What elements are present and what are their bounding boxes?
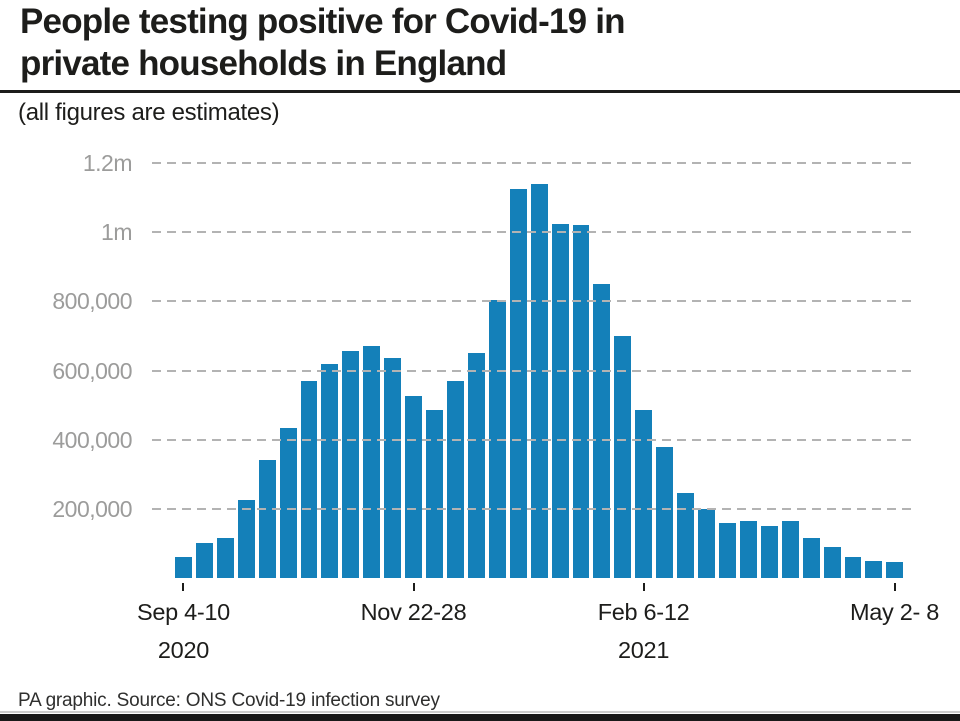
y-axis-label-600,000: 600,000 [52, 357, 132, 384]
bar-week-2 [195, 543, 213, 578]
bar-week-9 [342, 351, 360, 578]
bar-week-8 [321, 364, 339, 578]
y-axis-label-1.2m: 1.2m [82, 150, 133, 176]
title-divider-line [0, 90, 960, 93]
bar-week-24 [656, 447, 674, 578]
x-axis-tick-Nov-22-28 [412, 583, 415, 591]
bar-week-17 [509, 189, 527, 578]
bar-week-33 [844, 557, 862, 578]
chart-title: People testing positive for Covid-19 in … [20, 1, 626, 85]
bar-week-12 [405, 396, 423, 578]
bar-week-22 [614, 336, 632, 578]
x-axis-tick-Feb-6-12 [642, 583, 645, 591]
bar-week-18 [530, 184, 548, 578]
bar-week-23 [635, 410, 653, 578]
chart-title-line2: private households in England [20, 44, 507, 83]
y-axis-label-400,000: 400,000 [52, 426, 132, 453]
bar-week-28 [739, 521, 757, 578]
x-axis-sublabel-2021: 2021 [618, 637, 670, 663]
gridline-200,000 [152, 507, 912, 510]
bar-week-1 [175, 557, 192, 578]
bar-week-20 [572, 225, 590, 578]
bar-week-25 [677, 493, 695, 578]
source-credit: PA graphic. Source: ONS Covid-19 infecti… [18, 690, 440, 711]
bar-week-11 [384, 358, 402, 578]
y-axis-label-200,000: 200,000 [52, 495, 132, 522]
bar-week-29 [760, 526, 778, 578]
bottom-black-bar [0, 714, 960, 721]
footer-divider-line [0, 711, 960, 713]
gridline-400,000 [152, 438, 912, 441]
bar-week-19 [551, 224, 569, 578]
bar-week-32 [823, 547, 841, 578]
bar-week-13 [426, 410, 443, 578]
bar-week-14 [446, 381, 464, 578]
x-axis-label-Nov-22-28: Nov 22-28 [360, 599, 467, 625]
x-axis-label-May-2--8: May 2- 8 [850, 599, 940, 625]
x-axis-label-Sep-4-10: Sep 4-10 [136, 599, 230, 625]
bar-week-3 [216, 538, 234, 578]
bar-week-7 [300, 381, 318, 578]
gridline-800,000 [152, 300, 912, 303]
bar-week-27 [718, 523, 736, 578]
gridline-1m [152, 231, 912, 234]
gridline-1.2m [152, 162, 912, 164]
bar-week-21 [593, 284, 611, 578]
x-axis-label-Feb-6-12: Feb 6-12 [597, 599, 690, 625]
x-axis-tick-Sep-4-10 [182, 583, 185, 591]
bar-week-35 [886, 562, 904, 578]
bar-week-34 [865, 561, 883, 578]
y-axis-label-800,000: 800,000 [52, 288, 132, 315]
bars-container [175, 158, 904, 578]
bar-week-5 [258, 460, 276, 578]
bar-week-6 [279, 428, 297, 578]
y-axis-label-1m: 1m [101, 219, 132, 246]
bar-week-15 [467, 353, 485, 578]
bar-week-26 [698, 509, 715, 578]
bar-week-4 [237, 500, 255, 578]
bar-week-30 [781, 521, 799, 578]
gridline-600,000 [152, 369, 912, 372]
chart-title-line1: People testing positive for Covid-19 in [20, 2, 626, 41]
chart-subtitle: (all figures are estimates) [18, 99, 280, 126]
x-axis-sublabel-2020: 2020 [157, 637, 209, 663]
x-axis-tick-May-2--8 [893, 583, 896, 591]
bar-week-31 [802, 538, 820, 578]
bar-week-10 [363, 346, 381, 578]
